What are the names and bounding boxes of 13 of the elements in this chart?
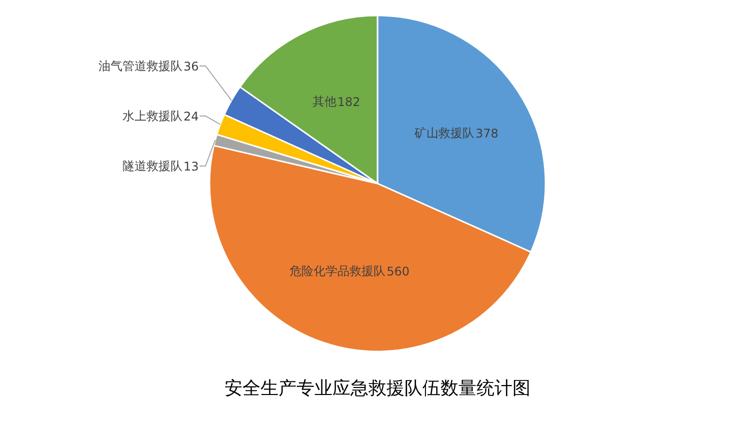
data-label: 13: [184, 159, 199, 174]
slice-label: 危险化学品救援队: [290, 264, 386, 278]
data-label: 378: [476, 126, 498, 141]
data-label: 560: [386, 264, 410, 279]
slice-label: 隧道救援队: [122, 158, 182, 173]
data-label: 36: [184, 59, 199, 74]
slice-label: 水上救援队: [122, 108, 182, 123]
data-label: 24: [184, 109, 199, 124]
slice-label: 油气管道救援队: [98, 58, 182, 73]
slice-label: 矿山救援队: [414, 126, 475, 140]
data-label: 182: [337, 95, 360, 110]
slice-label: 其他: [312, 94, 336, 109]
text: 安全生产专业应急救援队伍数量统计图: [224, 378, 530, 399]
